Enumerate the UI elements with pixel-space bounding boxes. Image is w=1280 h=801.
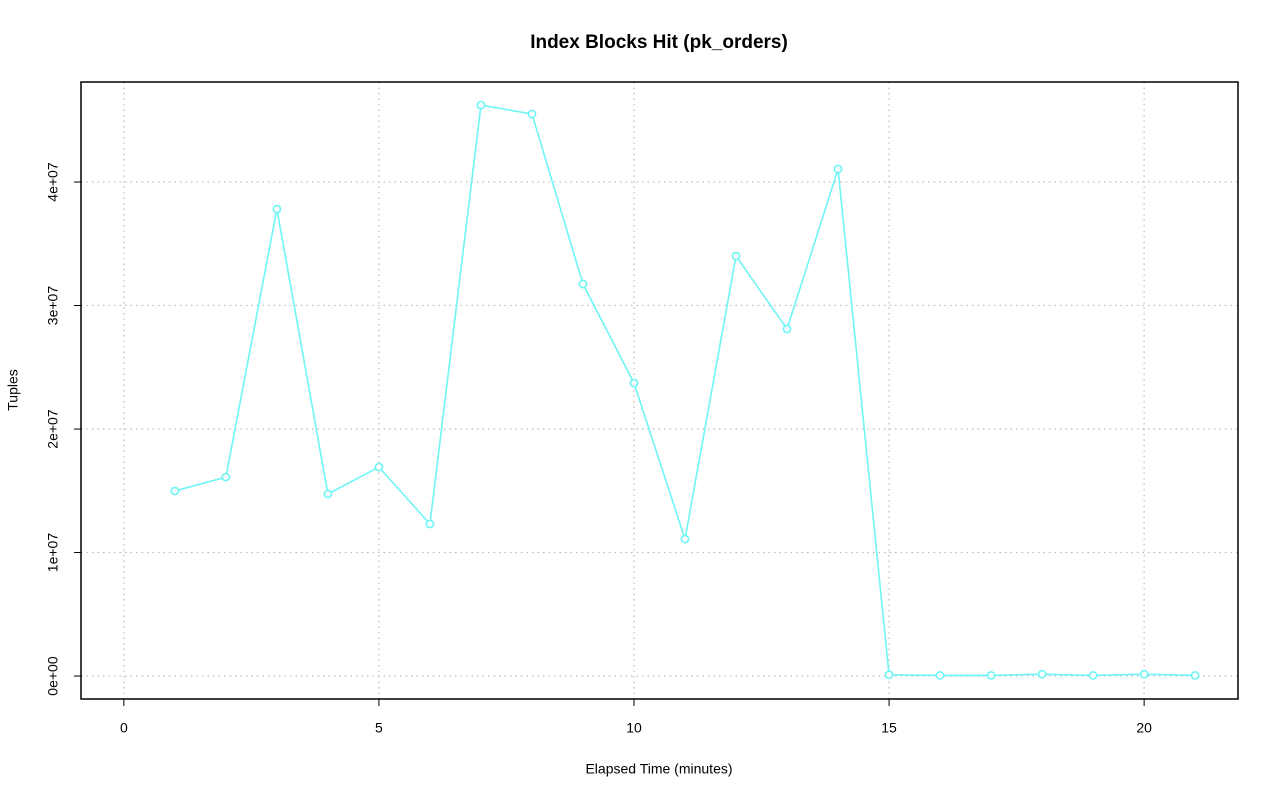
plot-frame — [80, 81, 1239, 700]
y-tick-label: 0e+00 — [45, 656, 61, 696]
data-point — [1139, 669, 1149, 679]
data-point — [680, 534, 690, 544]
data-point — [986, 671, 996, 680]
x-tick-label: 15 — [881, 720, 897, 736]
data-point — [272, 204, 282, 214]
data-point — [1037, 669, 1047, 679]
data-point — [374, 462, 384, 472]
y-axis-label: Tuples — [5, 369, 21, 411]
data-point — [731, 251, 741, 261]
data-point — [476, 100, 486, 110]
x-axis-label: Elapsed Time (minutes) — [585, 761, 732, 777]
data-point — [170, 486, 180, 496]
data-point — [884, 670, 894, 680]
y-tick-label: 3e+07 — [45, 286, 61, 326]
series-line — [174, 104, 1196, 677]
y-tick-label: 4e+07 — [45, 162, 61, 202]
data-point — [629, 378, 639, 388]
data-point — [782, 324, 792, 334]
x-tick-label: 5 — [375, 720, 383, 736]
y-tick-label: 1e+07 — [45, 533, 61, 573]
x-tick-label: 10 — [626, 720, 642, 736]
x-tick-label: 0 — [120, 720, 128, 736]
data-point — [425, 519, 435, 529]
y-tick-label: 2e+07 — [45, 409, 61, 449]
data-point — [527, 109, 537, 119]
chart-title: Index Blocks Hit (pk_orders) — [530, 32, 788, 53]
data-point — [1190, 671, 1200, 680]
data-point — [221, 472, 231, 482]
data-point — [935, 671, 945, 680]
data-point — [833, 164, 843, 174]
data-point — [578, 279, 588, 289]
x-tick-label: 20 — [1136, 720, 1152, 736]
data-point — [323, 489, 333, 499]
data-point — [1088, 671, 1098, 680]
